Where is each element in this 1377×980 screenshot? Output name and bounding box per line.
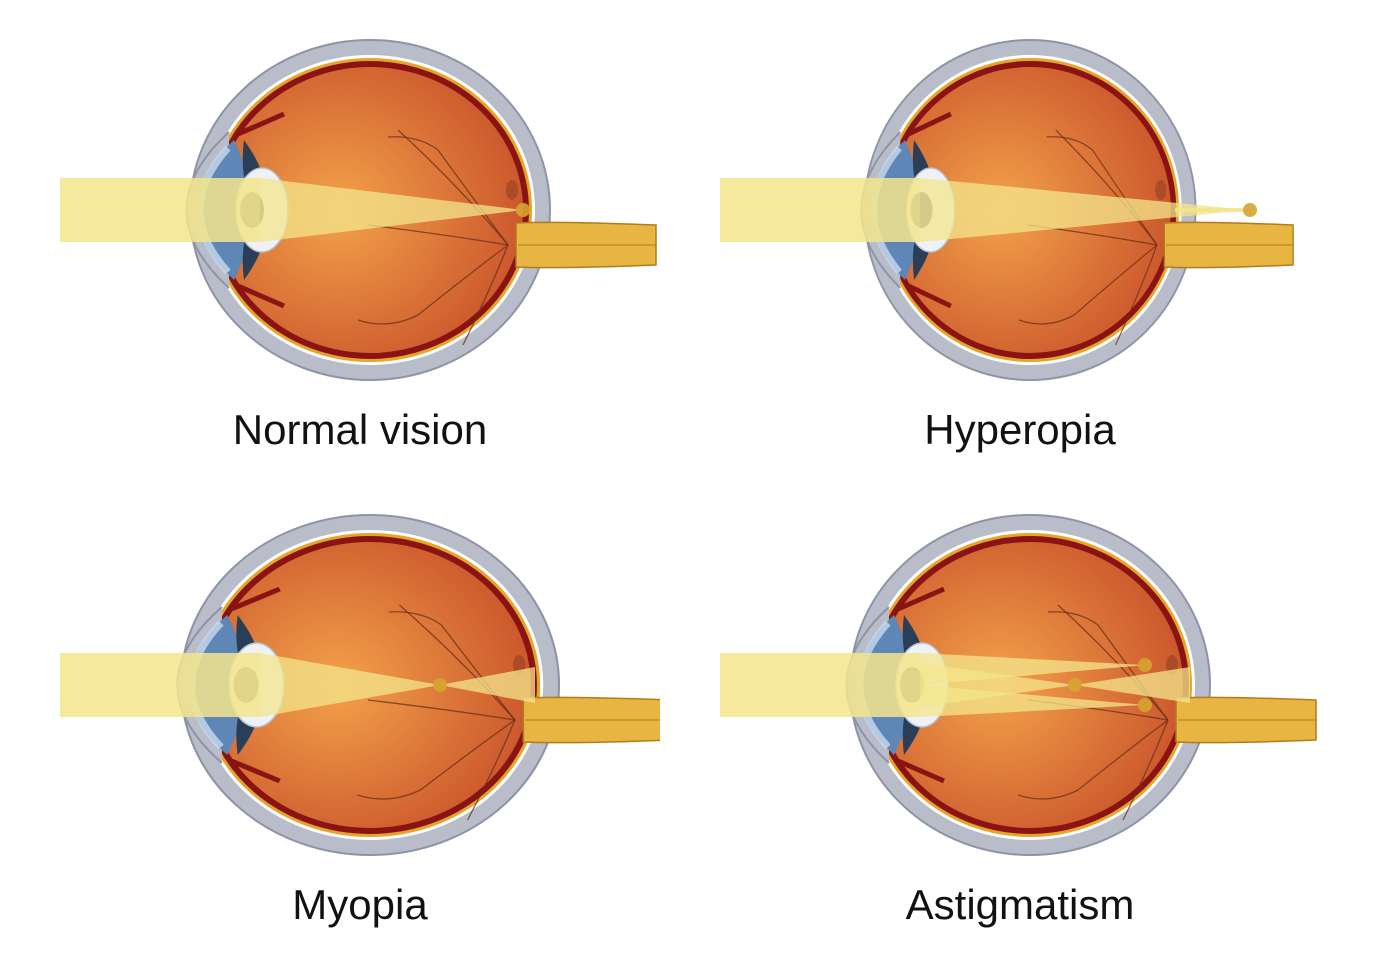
caption-myopia: Myopia (292, 881, 427, 929)
panel-astigmatism: Astigmatism (720, 495, 1320, 960)
eye-diagram-hyperopia (720, 20, 1320, 400)
caption-hyperopia: Hyperopia (924, 406, 1115, 454)
caption-normal: Normal vision (233, 406, 487, 454)
panel-myopia: Myopia (60, 495, 660, 960)
diagram-grid: Normal vision Hyperopia Myopia Astigmatism (60, 20, 1320, 960)
eye-diagram-normal (60, 20, 660, 400)
caption-astigmatism: Astigmatism (906, 881, 1135, 929)
eye-diagram-myopia (60, 495, 660, 875)
eye-diagram-astigmatism (720, 495, 1320, 875)
vision-defects-infographic: Normal vision Hyperopia Myopia Astigmatism (0, 0, 1377, 980)
panel-normal: Normal vision (60, 20, 660, 485)
panel-hyperopia: Hyperopia (720, 20, 1320, 485)
